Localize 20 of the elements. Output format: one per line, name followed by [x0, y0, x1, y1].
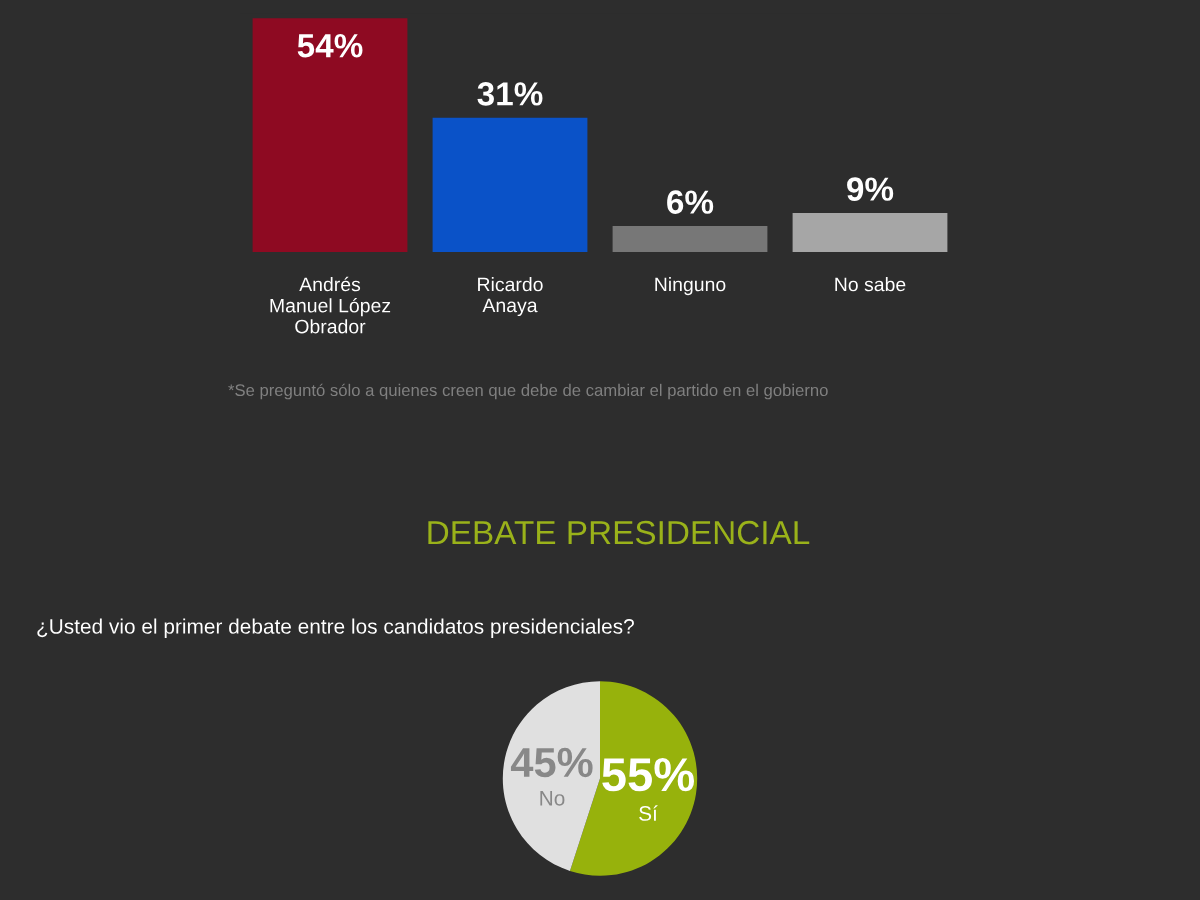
x-tick-label: Ricardo Anaya	[478, 277, 543, 317]
bar	[252, 18, 408, 252]
chart-title: DEBATE PRESIDENCIAL	[428, 520, 810, 545]
text: *Se preguntó sólo a quienes creen que debe de cambiar el partido en el gobierno	[228, 383, 828, 400]
data-label: 54%	[297, 34, 363, 58]
bar	[432, 117, 588, 252]
bar	[792, 213, 948, 252]
slice-label: No	[540, 791, 565, 806]
data-label: 55%	[602, 758, 695, 792]
data-label: 31%	[477, 82, 543, 106]
x-tick-label: Andrés Manuel López Obrador	[270, 276, 391, 334]
slice-label: Sí	[639, 805, 658, 821]
x-tick-label: Ninguno	[655, 277, 726, 296]
pie-slice	[502, 681, 600, 871]
chart-subtitle: ¿Usted vio el primer debate entre los candidatos presidenciales?	[37, 618, 634, 638]
data-label: 45%	[510, 747, 593, 778]
bar	[612, 226, 768, 252]
data-label: 6%	[667, 190, 714, 214]
x-tick-label: No sabe	[835, 277, 906, 292]
data-label: 9%	[847, 177, 894, 201]
